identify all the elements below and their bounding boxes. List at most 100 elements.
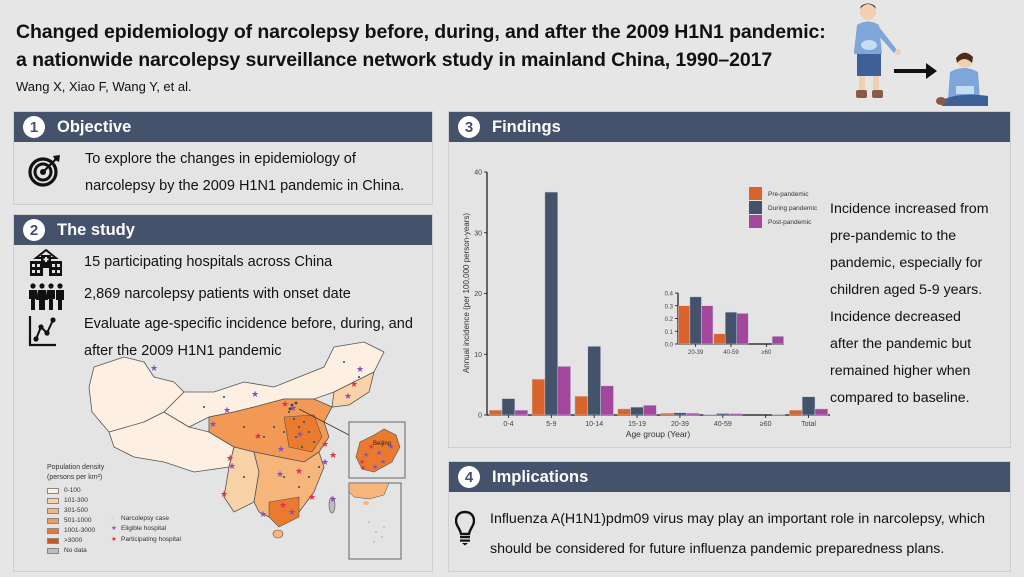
svg-text:★: ★ [281, 400, 289, 410]
study-panel: 2 The study 15 participating hospitals a… [13, 214, 433, 572]
bar [630, 406, 644, 416]
bar [678, 305, 691, 345]
bar [501, 398, 516, 416]
svg-text:★: ★ [321, 440, 329, 450]
svg-text:Pre-pandemic: Pre-pandemic [768, 191, 809, 198]
svg-text:★: ★ [359, 458, 365, 466]
bar [716, 413, 730, 416]
svg-text:★: ★ [251, 390, 259, 400]
svg-text:★: ★ [276, 470, 284, 480]
svg-text:★: ★ [350, 380, 358, 390]
svg-text:★: ★ [295, 467, 303, 477]
collapsed-child-icon [936, 52, 988, 106]
bar [673, 412, 687, 416]
density-legend-item: No data [47, 546, 104, 556]
svg-text:0.3: 0.3 [665, 304, 674, 310]
bar [801, 396, 816, 416]
bar [736, 313, 749, 345]
people-icon [29, 283, 64, 310]
bar [789, 409, 803, 416]
bar [713, 333, 726, 345]
svg-text:0.0: 0.0 [665, 343, 674, 349]
svg-text:★: ★ [254, 432, 262, 442]
china-population-map: ★★★★ ★★★★ ★★★★ ★★★ ★★★★ ★★★ ★ ★★ Beijing … [88, 341, 406, 560]
svg-text:15-19: 15-19 [628, 421, 646, 428]
bar [686, 412, 700, 416]
bar [514, 409, 528, 416]
target-icon [28, 155, 60, 187]
marker-legend-item: · Narcolepsy case [111, 515, 170, 522]
study-item-hospitals: 15 participating hospitals across China [84, 254, 333, 270]
svg-text:★: ★ [360, 464, 366, 472]
implications-text: Influenza A(H1N1)pdm09 virus may play an… [490, 511, 985, 557]
child-narcolepsy-illustration [854, 3, 988, 106]
bar [531, 378, 546, 416]
authors: Wang X, Xiao F, Wang Y, et al. [16, 79, 192, 94]
svg-text:★: ★ [289, 404, 297, 414]
findings-line: pre-pandemic to the [830, 228, 957, 244]
svg-text:Total: Total [801, 421, 816, 428]
line-chart-icon [28, 316, 56, 347]
hospital-icon [30, 249, 62, 276]
svg-text:20-39: 20-39 [688, 350, 704, 356]
section-number-badge: 2 [23, 219, 45, 241]
poster-title: Changed epidemiology of narcolepsy befor… [16, 18, 826, 74]
svg-text:★: ★ [228, 462, 236, 472]
section-title: Objective [57, 117, 132, 136]
svg-text:★: ★ [368, 443, 374, 451]
findings-line: pandemic, especially for [830, 255, 983, 271]
findings-line: compared to baseline. [830, 390, 970, 406]
svg-text:★: ★ [329, 451, 337, 461]
marker-legend-item: ★ Participating hospital [111, 535, 181, 543]
svg-text:★: ★ [296, 430, 304, 440]
svg-text:20-39: 20-39 [671, 421, 689, 428]
svg-text:Age group (Year): Age group (Year) [626, 429, 691, 439]
density-legend-item: 101-300 [47, 496, 104, 506]
bar [643, 405, 657, 416]
svg-text:30: 30 [474, 230, 482, 237]
section-title: The study [57, 220, 135, 239]
svg-text:During pandemic: During pandemic [768, 205, 818, 212]
svg-text:40: 40 [474, 170, 482, 177]
findings-line: remained higher when [830, 363, 971, 379]
svg-text:Post-pandemic: Post-pandemic [768, 219, 812, 226]
implications-panel: 4 Implications Influenza A(H1N1)pdm09 vi… [448, 461, 1011, 572]
study-item-patients: 2,869 narcolepsy patients with onset dat… [84, 286, 351, 302]
svg-text:40-59: 40-59 [714, 421, 732, 428]
svg-text:★: ★ [388, 443, 394, 451]
objective-header: 1 Objective [14, 112, 432, 142]
bar [557, 366, 571, 416]
svg-text:★: ★ [223, 406, 231, 416]
svg-text:★: ★ [279, 501, 287, 511]
title-line-2: a nationwide narcolepsy surveillance net… [16, 49, 773, 71]
svg-text:★: ★ [376, 449, 382, 457]
section-number-badge: 4 [458, 466, 480, 488]
svg-text:20: 20 [474, 291, 482, 298]
arrow-right-icon [894, 63, 937, 79]
svg-text:★: ★ [363, 451, 369, 459]
beijing-label: Beijing [373, 441, 391, 447]
svg-text:0.1: 0.1 [665, 330, 674, 336]
lightbulb-icon [455, 510, 475, 546]
svg-text:★: ★ [380, 458, 386, 466]
svg-text:≥60: ≥60 [761, 350, 772, 356]
objective-panel: 1 Objective To explore the changes in ep… [13, 111, 433, 205]
density-legend-item: >3000 [47, 536, 104, 546]
svg-text:★: ★ [344, 392, 352, 402]
bar [771, 336, 784, 345]
standing-child-icon [854, 3, 901, 98]
findings-line: Incidence increased from [830, 201, 989, 217]
bar [724, 311, 738, 345]
findings-header: 3 Findings [449, 112, 1010, 142]
density-legend-item: 0-100 [47, 486, 104, 496]
section-number-badge: 3 [458, 116, 480, 138]
findings-text: Incidence increased from pre-pandemic to … [830, 196, 1020, 412]
bar [701, 305, 714, 345]
svg-text:0.2: 0.2 [665, 317, 674, 323]
bar [574, 395, 589, 416]
svg-text:★: ★ [259, 510, 267, 520]
density-legend-item: 1001-3000 [47, 526, 104, 536]
svg-text:40-59: 40-59 [723, 350, 739, 356]
svg-text:Annual incidence (per 100,000: Annual incidence (per 100,000 person-yea… [462, 213, 471, 373]
